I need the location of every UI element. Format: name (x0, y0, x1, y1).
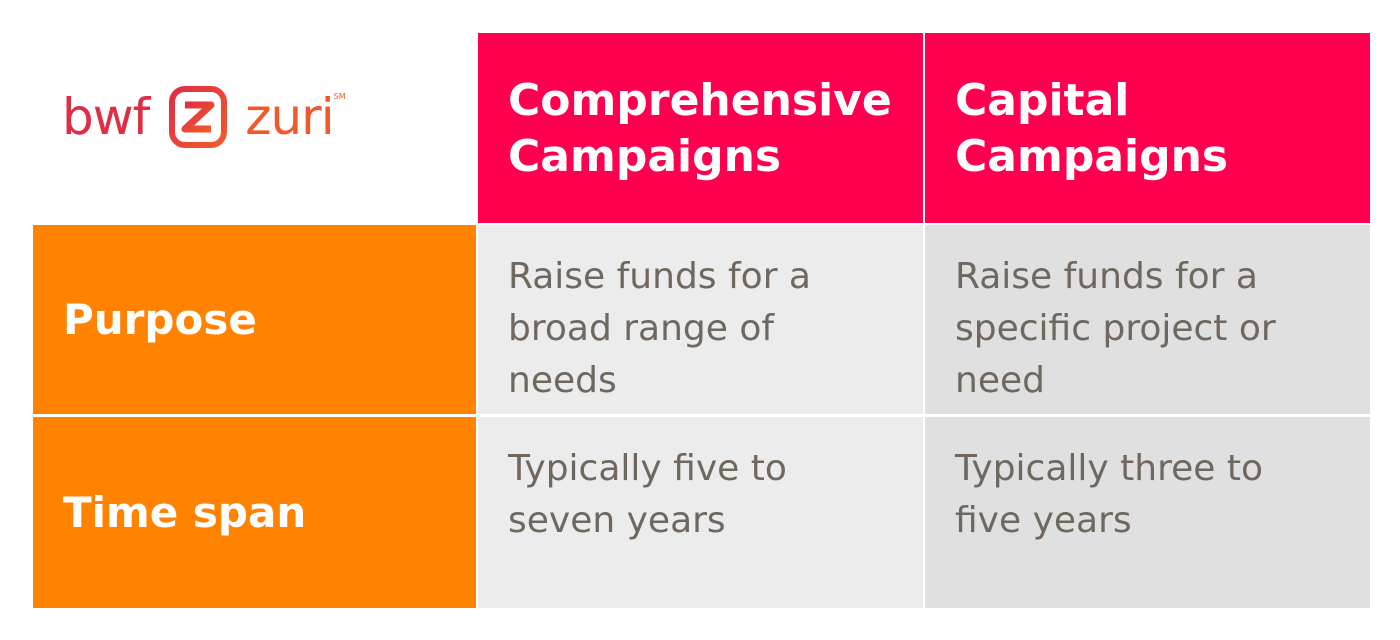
cell-text-line: broad range of (508, 308, 775, 349)
column-header-capital: Capital Campaigns (925, 33, 1370, 223)
logo-text-bwf: bwf (62, 88, 150, 146)
row-header-label: Time span (63, 488, 307, 537)
column-header-line: Campaigns (508, 131, 782, 182)
column-header-comprehensive: Comprehensive Campaigns (478, 33, 923, 223)
cell-text-line: five years (955, 500, 1132, 541)
cell-text-line: seven years (508, 500, 726, 541)
row-header-label: Purpose (63, 295, 257, 344)
table-cell-timespan-capital: Typically three to five years (925, 417, 1370, 608)
row-header-time-span: Time span (33, 417, 476, 608)
table-cell-purpose-capital: Raise funds for a specific project or ne… (925, 225, 1370, 414)
column-header-line: Comprehensive (508, 75, 892, 126)
cell-text-line: specific project or (955, 308, 1276, 349)
brand-logo: bwf zuri SM (62, 82, 346, 152)
row-header-purpose: Purpose (33, 225, 476, 414)
column-header-line: Capital (955, 75, 1130, 126)
logo-text-zuri: zuri (245, 88, 334, 146)
logo-trademark: SM (333, 92, 346, 101)
cell-text-line: needs (508, 360, 617, 401)
cell-text-line: Raise funds for a (955, 256, 1258, 297)
cell-text-line: Raise funds for a (508, 256, 811, 297)
cell-text-line: Typically five to (508, 448, 787, 489)
cell-text-line: need (955, 360, 1045, 401)
column-header-line: Campaigns (955, 131, 1229, 182)
z-square-icon (169, 86, 228, 148)
cell-text-line: Typically three to (955, 448, 1263, 489)
table-cell-timespan-comprehensive: Typically five to seven years (478, 417, 923, 608)
table-cell-purpose-comprehensive: Raise funds for a broad range of needs (478, 225, 923, 414)
